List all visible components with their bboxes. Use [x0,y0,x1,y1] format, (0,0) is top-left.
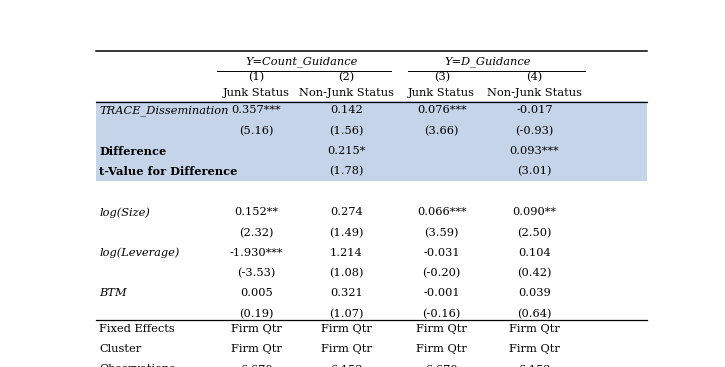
Text: Non-Junk Status: Non-Junk Status [299,88,394,98]
Text: 0.066***: 0.066*** [417,207,467,217]
Text: (1.49): (1.49) [329,228,363,238]
Text: Junk Status: Junk Status [408,88,476,98]
Text: (3): (3) [434,72,450,83]
Text: (5.16): (5.16) [239,126,273,136]
Text: Firm Qtr: Firm Qtr [321,344,372,354]
Text: Firm Qtr: Firm Qtr [416,324,467,334]
Text: Difference: Difference [99,146,166,157]
Text: Firm Qtr: Firm Qtr [509,344,560,354]
Text: 0.005: 0.005 [240,288,273,298]
Text: (0.64): (0.64) [517,309,552,319]
Text: (1.78): (1.78) [329,166,363,177]
Text: (3.66): (3.66) [425,126,459,136]
Text: (-3.53): (-3.53) [237,268,276,279]
Text: Observations: Observations [99,364,175,367]
Text: Cluster: Cluster [99,344,141,354]
Text: Firm Qtr: Firm Qtr [321,324,372,334]
Text: Firm Qtr: Firm Qtr [509,324,560,334]
Text: (1.08): (1.08) [329,268,363,279]
Text: 0.357***: 0.357*** [231,105,281,115]
Text: (0.42): (0.42) [517,268,552,279]
Text: 0.093***: 0.093*** [510,146,559,156]
Text: -0.017: -0.017 [516,105,553,115]
Text: TRACE_Dissemination: TRACE_Dissemination [99,105,228,116]
Text: (-0.16): (-0.16) [423,309,461,319]
Text: 0.321: 0.321 [330,288,362,298]
Text: log(Size): log(Size) [99,207,150,218]
Text: BTM: BTM [99,288,127,298]
Text: (1.56): (1.56) [329,126,363,136]
Bar [96,101,647,181]
Text: 0.104: 0.104 [518,248,551,258]
Text: Firm Qtr: Firm Qtr [231,324,282,334]
Text: (3.01): (3.01) [517,166,552,177]
Text: 0.152**: 0.152** [234,207,278,217]
Text: (4): (4) [526,72,542,83]
Text: (2.50): (2.50) [517,228,552,238]
Text: (-0.20): (-0.20) [423,268,461,279]
Text: 1.214: 1.214 [330,248,362,258]
Text: -0.001: -0.001 [423,288,460,298]
Text: 0.039: 0.039 [518,288,551,298]
Text: Firm Qtr: Firm Qtr [416,344,467,354]
Text: (2): (2) [338,72,355,83]
Text: 0.274: 0.274 [330,207,362,217]
Text: Y=Count_Guidance: Y=Count_Guidance [245,57,357,68]
Text: t-Value for Difference: t-Value for Difference [99,166,237,177]
Text: (1.07): (1.07) [329,309,363,319]
Text: -1.930***: -1.930*** [230,248,283,258]
Text: Firm Qtr: Firm Qtr [231,344,282,354]
Text: Junk Status: Junk Status [223,88,290,98]
Text: (0.19): (0.19) [239,309,273,319]
Text: 6,152: 6,152 [330,364,362,367]
Text: 0.215*: 0.215* [327,146,365,156]
Text: 0.090**: 0.090** [513,207,557,217]
Text: -0.031: -0.031 [423,248,460,258]
Text: 6,670: 6,670 [240,364,273,367]
Text: (1): (1) [248,72,265,83]
Text: log(Leverage): log(Leverage) [99,248,179,258]
Text: Y=D_Guidance: Y=D_Guidance [445,57,531,68]
Text: 0.142: 0.142 [330,105,362,115]
Text: 6,152: 6,152 [518,364,551,367]
Text: Fixed Effects: Fixed Effects [99,324,175,334]
Text: 0.076***: 0.076*** [417,105,467,115]
Text: (-0.93): (-0.93) [515,126,554,136]
Text: (2.32): (2.32) [239,228,273,238]
Text: Non-Junk Status: Non-Junk Status [487,88,582,98]
Text: (3.59): (3.59) [425,228,459,238]
Text: 6,670: 6,670 [426,364,458,367]
